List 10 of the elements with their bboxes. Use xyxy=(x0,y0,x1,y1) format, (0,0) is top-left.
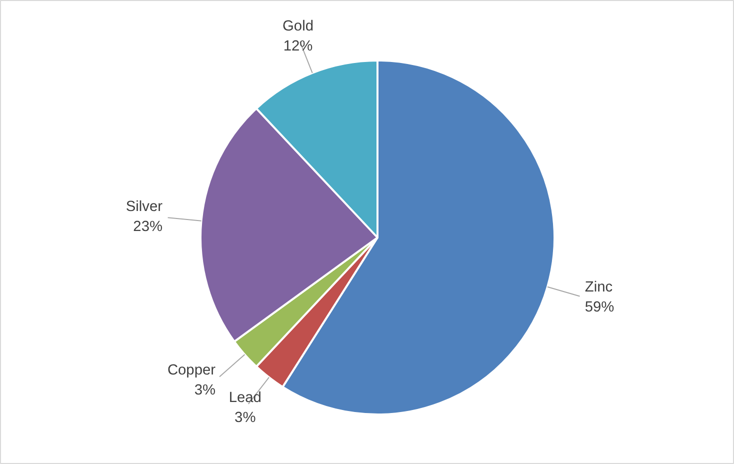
data-label: 3% xyxy=(234,410,256,426)
slice-label: Zinc xyxy=(584,280,613,296)
slice-label: Gold xyxy=(282,18,314,35)
data-label: 3% xyxy=(194,382,216,398)
data-label: 12% xyxy=(283,38,313,55)
data-label: 59% xyxy=(584,300,614,316)
slice-label: Silver xyxy=(126,199,163,216)
data-label: 23% xyxy=(133,219,163,236)
slice-label: Copper xyxy=(167,362,216,378)
slice-label: Lead xyxy=(228,390,262,406)
